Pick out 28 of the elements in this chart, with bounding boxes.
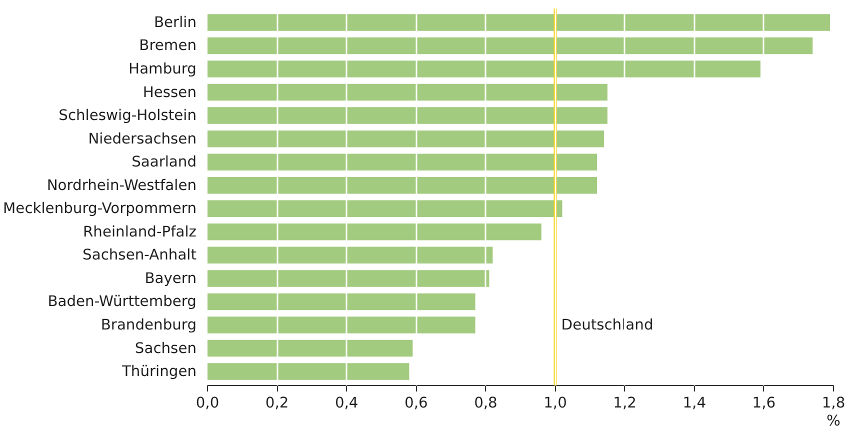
y-tick-label: Sachsen bbox=[134, 340, 197, 357]
x-tick-label: 1,2 bbox=[613, 394, 636, 412]
y-tick-label: Bremen bbox=[139, 37, 196, 54]
y-tick-label: Nordrhein-Westfalen bbox=[46, 176, 197, 194]
x-tick-label: 0,4 bbox=[334, 394, 358, 412]
y-tick-label: Hessen bbox=[142, 84, 197, 101]
y-tick-label: Mecklenburg-Vorpommern bbox=[3, 200, 197, 218]
x-tick-label: 1,6 bbox=[752, 394, 776, 412]
ref-line-label: Deutschland bbox=[561, 316, 654, 334]
x-tick-label: 0,6 bbox=[404, 394, 428, 412]
y-tick-label: Bayern bbox=[144, 270, 197, 287]
y-tick-label: Sachsen-Anhalt bbox=[82, 246, 197, 264]
x-tick-label: 0,2 bbox=[265, 394, 289, 412]
x-tick-label: 1,0 bbox=[544, 394, 567, 412]
y-tick-label: Hamburg bbox=[128, 60, 197, 78]
y-tick-label: Baden-Württemberg bbox=[48, 293, 197, 310]
y-tick-label: Niedersachsen bbox=[88, 130, 197, 148]
y-tick-label: Thüringen bbox=[120, 363, 197, 380]
x-tick-label: 0,8 bbox=[474, 394, 498, 412]
x-axis-title: % bbox=[826, 412, 841, 430]
y-tick-label: Saarland bbox=[132, 154, 196, 171]
y-tick-label: Schleswig-Holstein bbox=[58, 107, 197, 124]
x-tick-label: 0,0 bbox=[196, 394, 220, 412]
y-tick-label: Brandenburg bbox=[100, 316, 196, 334]
x-tick-label: 1,8 bbox=[822, 394, 846, 412]
y-tick-label: Rheinland-Pfalz bbox=[82, 223, 197, 240]
y-tick-label: Berlin bbox=[154, 14, 196, 31]
x-tick-label: 1,4 bbox=[682, 394, 706, 412]
